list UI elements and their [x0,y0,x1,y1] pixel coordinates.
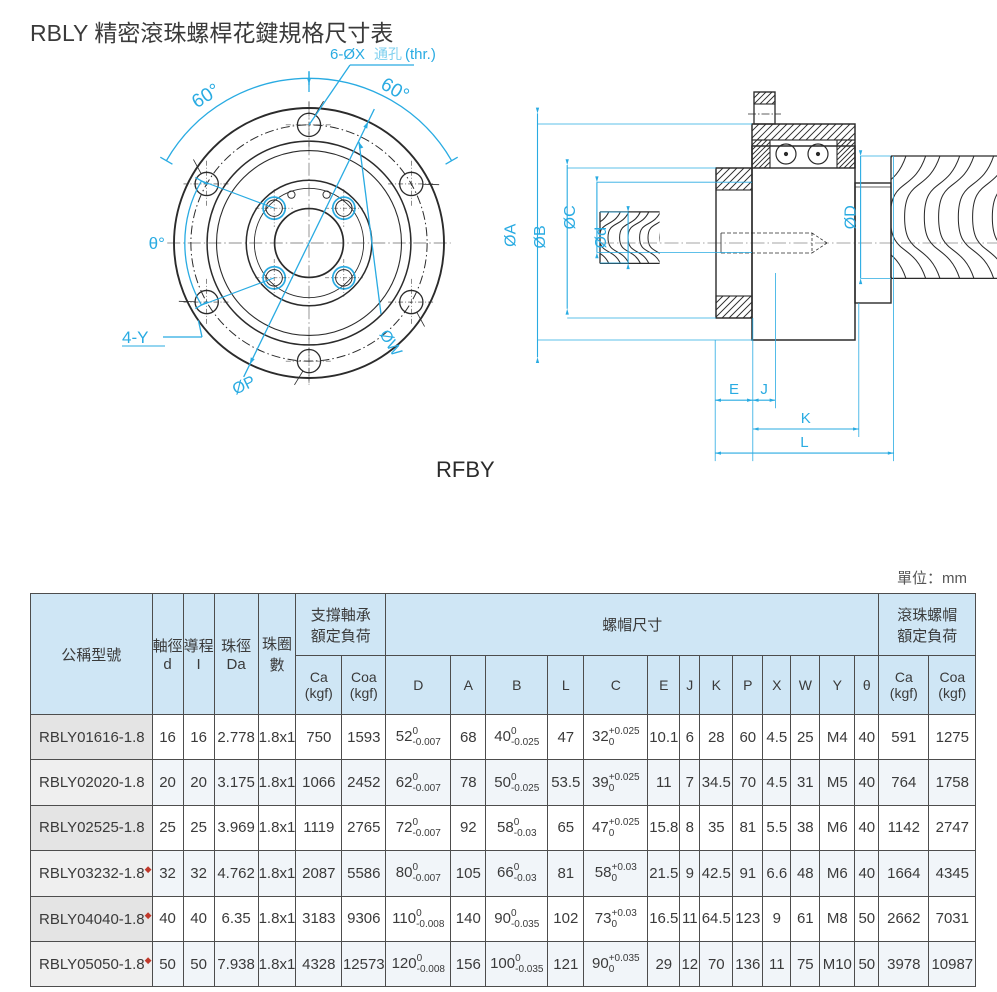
svg-text:E: E [729,381,739,398]
svg-text:K: K [801,410,811,427]
svg-text:ØP: ØP [230,373,258,398]
svg-text:ØA: ØA [503,223,520,246]
svg-text:4-Y: 4-Y [122,328,148,347]
svg-text:L: L [800,434,808,451]
svg-text:ØC: ØC [562,205,579,229]
svg-text:(thr.): (thr.) [405,46,436,63]
svg-text:J: J [760,381,768,398]
svg-text:通孔: 通孔 [374,46,402,62]
svg-text:60°: 60° [188,80,223,113]
svg-text:θ°: θ° [149,234,165,253]
svg-text:60°: 60° [377,74,412,107]
svg-text:Ød: Ød [593,227,610,248]
svg-text:6-ØX: 6-ØX [330,46,365,63]
svg-text:ØW: ØW [376,327,405,360]
svg-text:ØD: ØD [843,205,860,229]
svg-text:ØB: ØB [532,225,549,248]
